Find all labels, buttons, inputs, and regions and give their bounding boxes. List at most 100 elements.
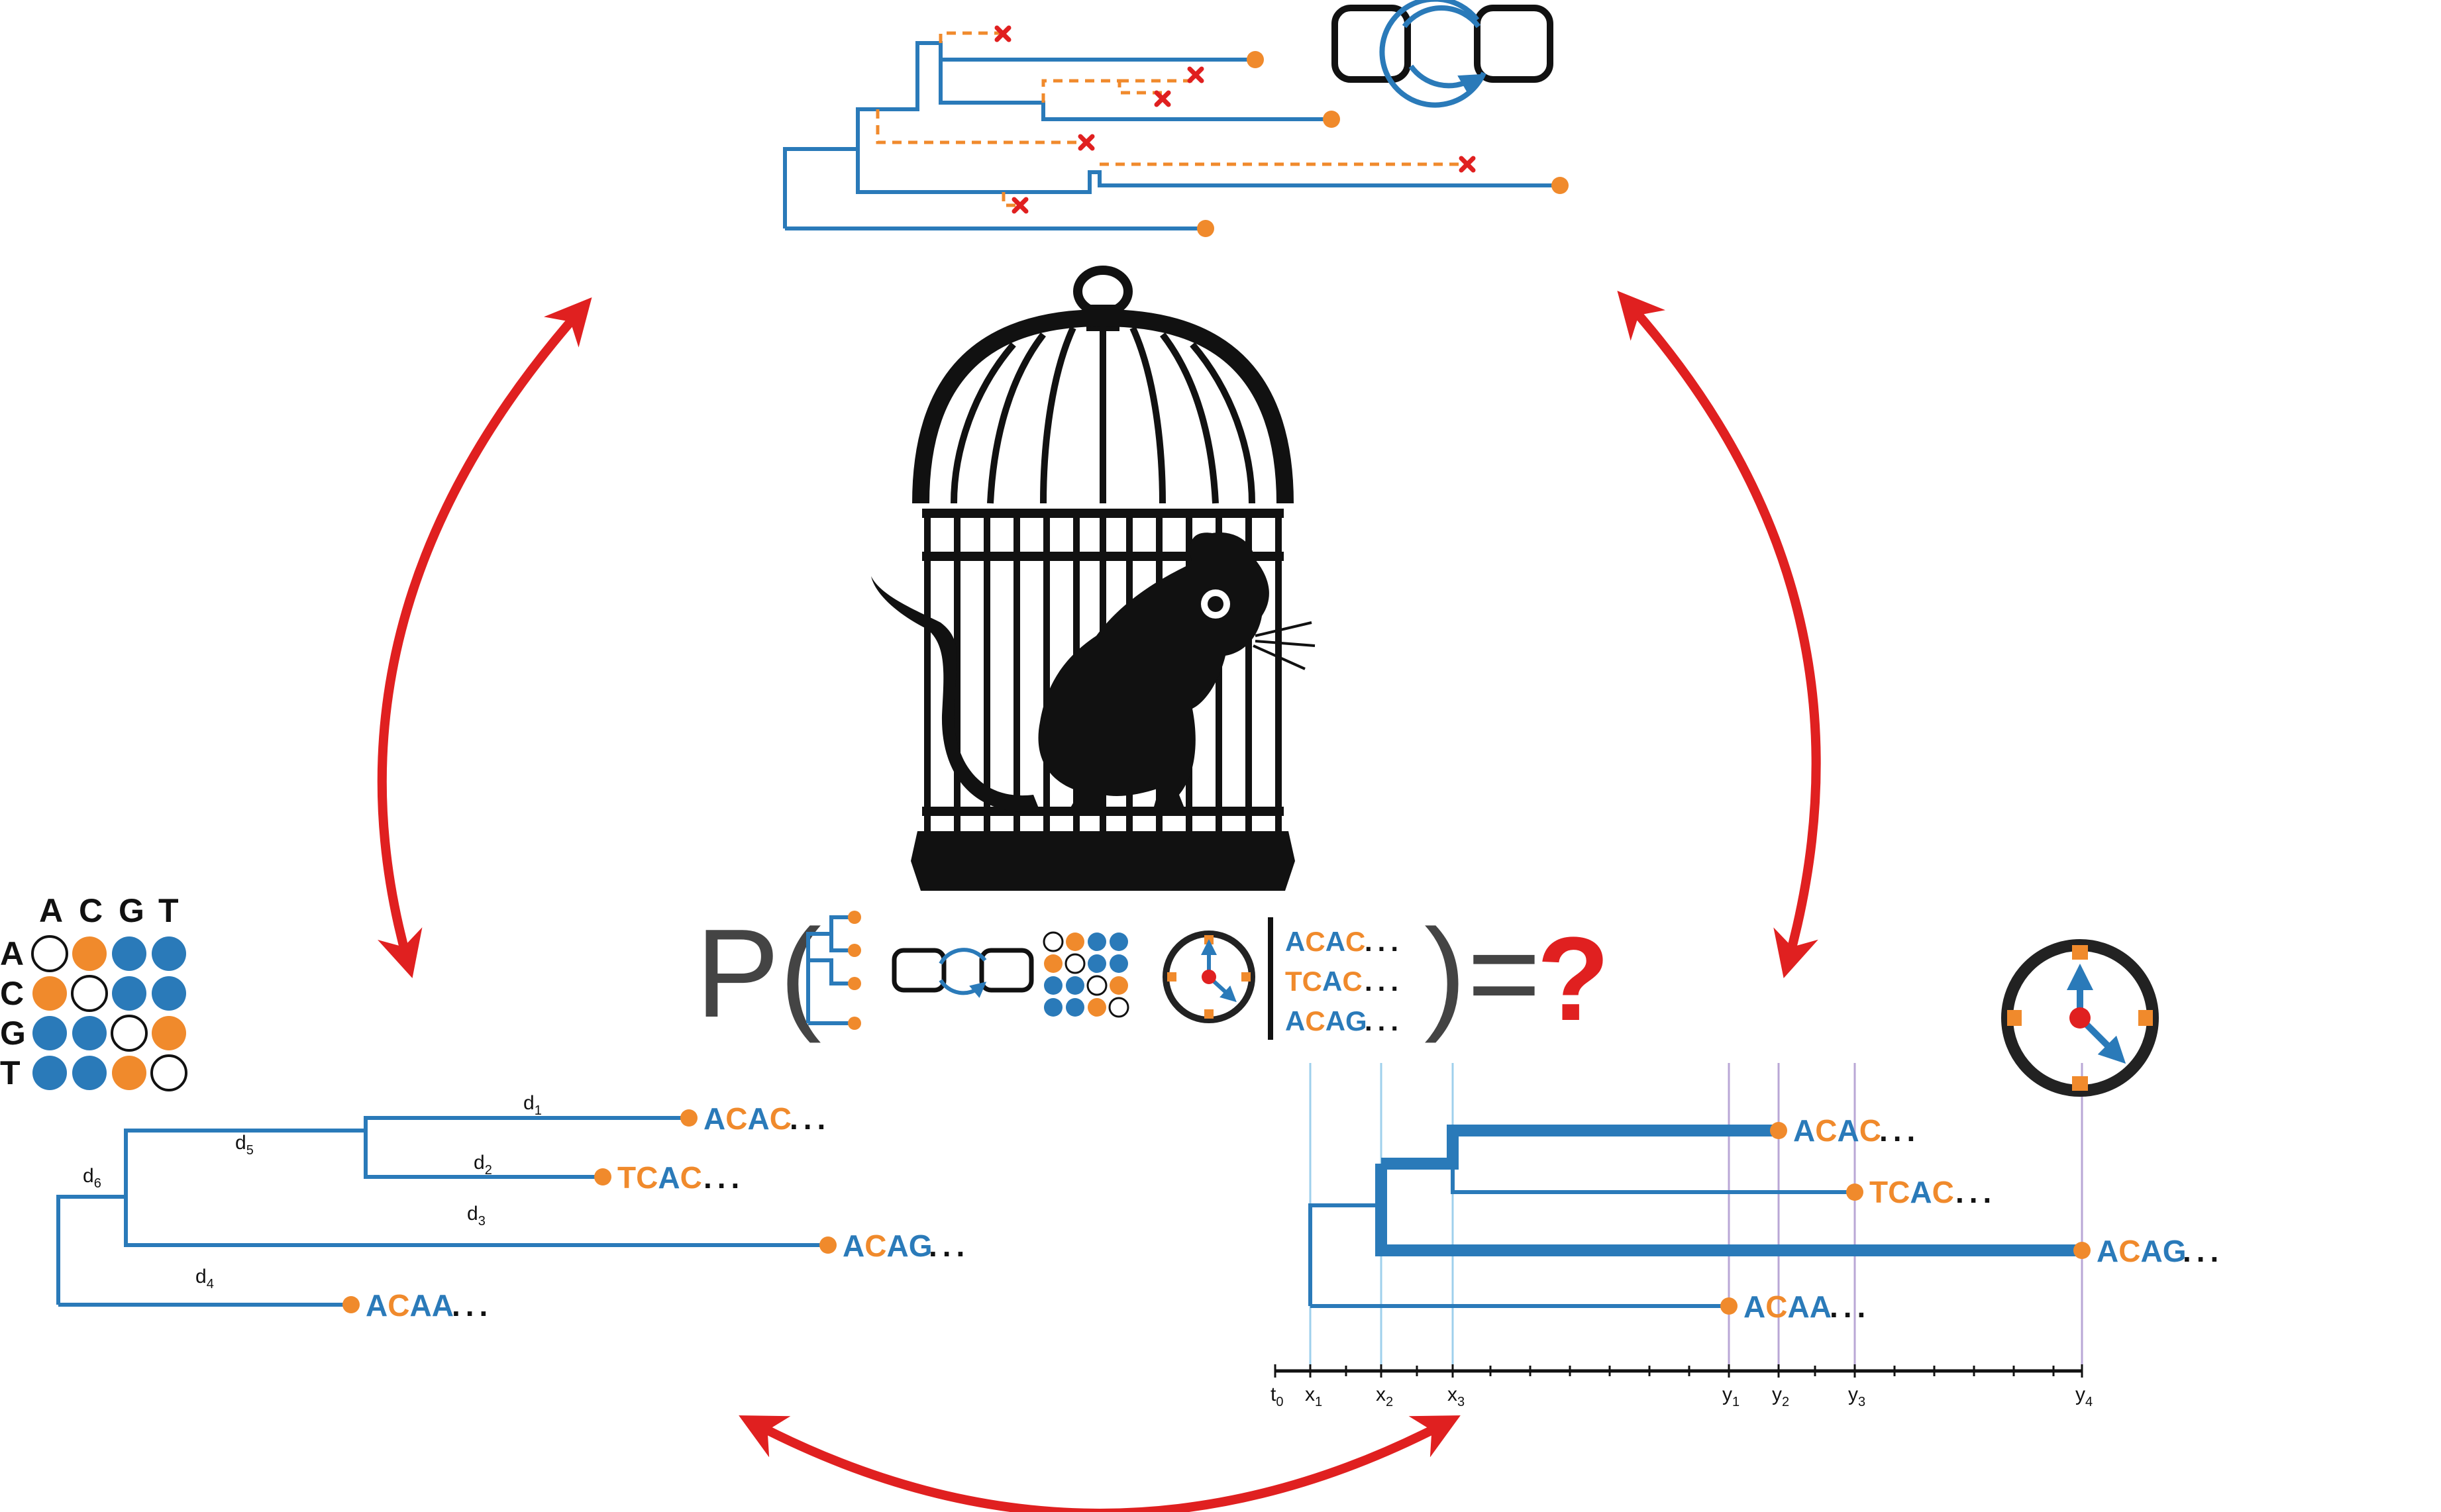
branch-length-label: d1 xyxy=(523,1092,542,1118)
sequence-ellipsis: ... xyxy=(1365,1005,1404,1036)
matrix-row-header: C xyxy=(0,975,24,1012)
branch-length-labels: d1 d2 d3 d4 d5 d6 xyxy=(83,1092,542,1291)
sequence-ellipsis: ... xyxy=(1830,1289,1871,1324)
matrix-cell xyxy=(152,976,186,1011)
matrix-cell xyxy=(32,1016,67,1050)
matrix-col-header: C xyxy=(79,892,103,929)
mcmc-loop-icon xyxy=(1331,0,1553,108)
sequence-ellipsis: ... xyxy=(1879,1113,1920,1148)
mini-matrix-cell xyxy=(1043,931,1064,952)
formula-question-mark: ? xyxy=(1537,913,1610,1046)
formula-sequences: ACAC...TCAC ...ACAG... xyxy=(1285,926,1404,1036)
clock-icon xyxy=(2001,939,2159,1097)
arrow-tree-to-clock xyxy=(1617,291,1821,979)
matrix-cell xyxy=(112,976,146,1011)
branch-length-label: d3 xyxy=(467,1203,486,1229)
matrix-cell xyxy=(72,1016,107,1050)
matrix-cell xyxy=(112,936,146,971)
formula-close: ) xyxy=(1424,903,1466,1044)
timeline-label: y4 xyxy=(2075,1384,2093,1409)
formula-sequence: ACAG xyxy=(1285,1005,1367,1036)
mini-matrix-cell xyxy=(1066,998,1084,1017)
tip-sequence: ACAG xyxy=(2097,1234,2186,1268)
tip-sequence: ACAC xyxy=(703,1101,792,1136)
mini-matrix-cell xyxy=(1088,954,1106,973)
top-tree-extinct-lineages xyxy=(783,25,1569,237)
matrix-cell xyxy=(152,1016,186,1050)
timeline-labels: t0 x1 x2 x3 y1 y2 y3 y4 xyxy=(1271,1384,2093,1409)
matrix-cell xyxy=(112,1056,146,1090)
rat-silhouette-icon xyxy=(871,532,1316,815)
extinct-lineage-x-icon xyxy=(994,25,1476,214)
mini-matrix-cell xyxy=(1044,976,1063,995)
tip-sequence: ACAC xyxy=(1793,1113,1881,1148)
arrow-tree-to-matrix xyxy=(377,297,592,978)
phylogenetic-tree-icon xyxy=(806,911,861,1030)
mini-matrix-cell xyxy=(1066,932,1084,951)
branch-length-label: d2 xyxy=(474,1152,492,1178)
matrix-cell xyxy=(32,1056,67,1090)
mini-matrix-cell xyxy=(1110,954,1128,973)
tip-sequence: ACAA xyxy=(1743,1289,1832,1324)
matrix-cell xyxy=(31,935,68,972)
sequence-ellipsis: ... xyxy=(2183,1234,2224,1268)
time-tree-tip-sequences: ACAC...TCAC ...ACAG...ACAA... xyxy=(1743,1113,2224,1324)
matrix-cell xyxy=(150,1054,187,1091)
sequence-ellipsis: ... xyxy=(1365,926,1404,957)
tip-sequence: ACAA xyxy=(366,1288,454,1323)
formula-equals: = xyxy=(1467,903,1541,1044)
matrix-cell xyxy=(32,976,67,1011)
substitution-matrix-icon xyxy=(1043,931,1129,1018)
mini-matrix-cell xyxy=(1044,954,1063,973)
tip-sequence: TCAC xyxy=(617,1160,702,1195)
matrix-cell xyxy=(111,1015,148,1052)
sequence-ellipsis: ... xyxy=(929,1229,970,1263)
matrix-cell xyxy=(152,936,186,971)
timeline-label: y2 xyxy=(1772,1384,1789,1409)
matrix-cell xyxy=(71,975,108,1012)
mini-matrix-cell xyxy=(1065,953,1086,974)
sequence-ellipsis: ... xyxy=(1955,1175,1997,1209)
clock-icon xyxy=(1163,931,1255,1023)
timeline-label: t0 xyxy=(1271,1384,1283,1409)
matrix-row-header: A xyxy=(0,935,24,972)
timeline-label: x1 xyxy=(1305,1384,1322,1409)
timeline-label: x3 xyxy=(1447,1384,1465,1409)
formula-sequence: ACAC xyxy=(1285,926,1365,957)
matrix-cell xyxy=(72,1056,107,1090)
mini-matrix-cell xyxy=(1108,997,1129,1018)
sequence-ellipsis: ... xyxy=(703,1160,745,1195)
mini-matrix-cell xyxy=(1066,976,1084,995)
mini-matrix-cell xyxy=(1110,932,1128,951)
sequence-ellipsis: ... xyxy=(1365,966,1404,997)
timeline-label: x2 xyxy=(1376,1384,1393,1409)
branch-length-label: d5 xyxy=(235,1132,254,1158)
sequence-ellipsis: ... xyxy=(452,1288,493,1323)
matrix-cell xyxy=(72,936,107,971)
left-tip-sequences: ACAC...TCAC ...ACAG...ACAA... xyxy=(366,1101,970,1323)
likelihood-formula: P( xyxy=(696,903,1610,1046)
mini-matrix-cell xyxy=(1044,998,1063,1017)
mini-matrix-cell xyxy=(1088,998,1106,1017)
formula-sequence: TCAC xyxy=(1285,966,1363,997)
arrow-bottom xyxy=(739,1415,1461,1512)
mini-matrix-cell xyxy=(1110,976,1128,995)
mcmc-loop-icon xyxy=(892,948,1034,998)
matrix-row-header: G xyxy=(0,1015,26,1052)
branch-length-label: d6 xyxy=(83,1165,101,1191)
sequence-ellipsis: ... xyxy=(790,1101,831,1136)
tip-sequence: ACAG xyxy=(843,1229,932,1263)
sampled-tips xyxy=(1197,51,1569,237)
tip-sequence: TCAC xyxy=(1869,1175,1954,1209)
matrix-col-header: G xyxy=(119,892,144,929)
time-tree: t0 x1 x2 x3 y1 y2 y3 y4 ACAC...TCAC ...ACAG...AC… xyxy=(1271,1063,2224,1409)
matrix-col-header: A xyxy=(39,892,63,929)
cycle-arrows xyxy=(377,291,1821,1512)
timeline-label: y1 xyxy=(1722,1384,1740,1409)
mini-matrix-cell xyxy=(1088,932,1106,951)
